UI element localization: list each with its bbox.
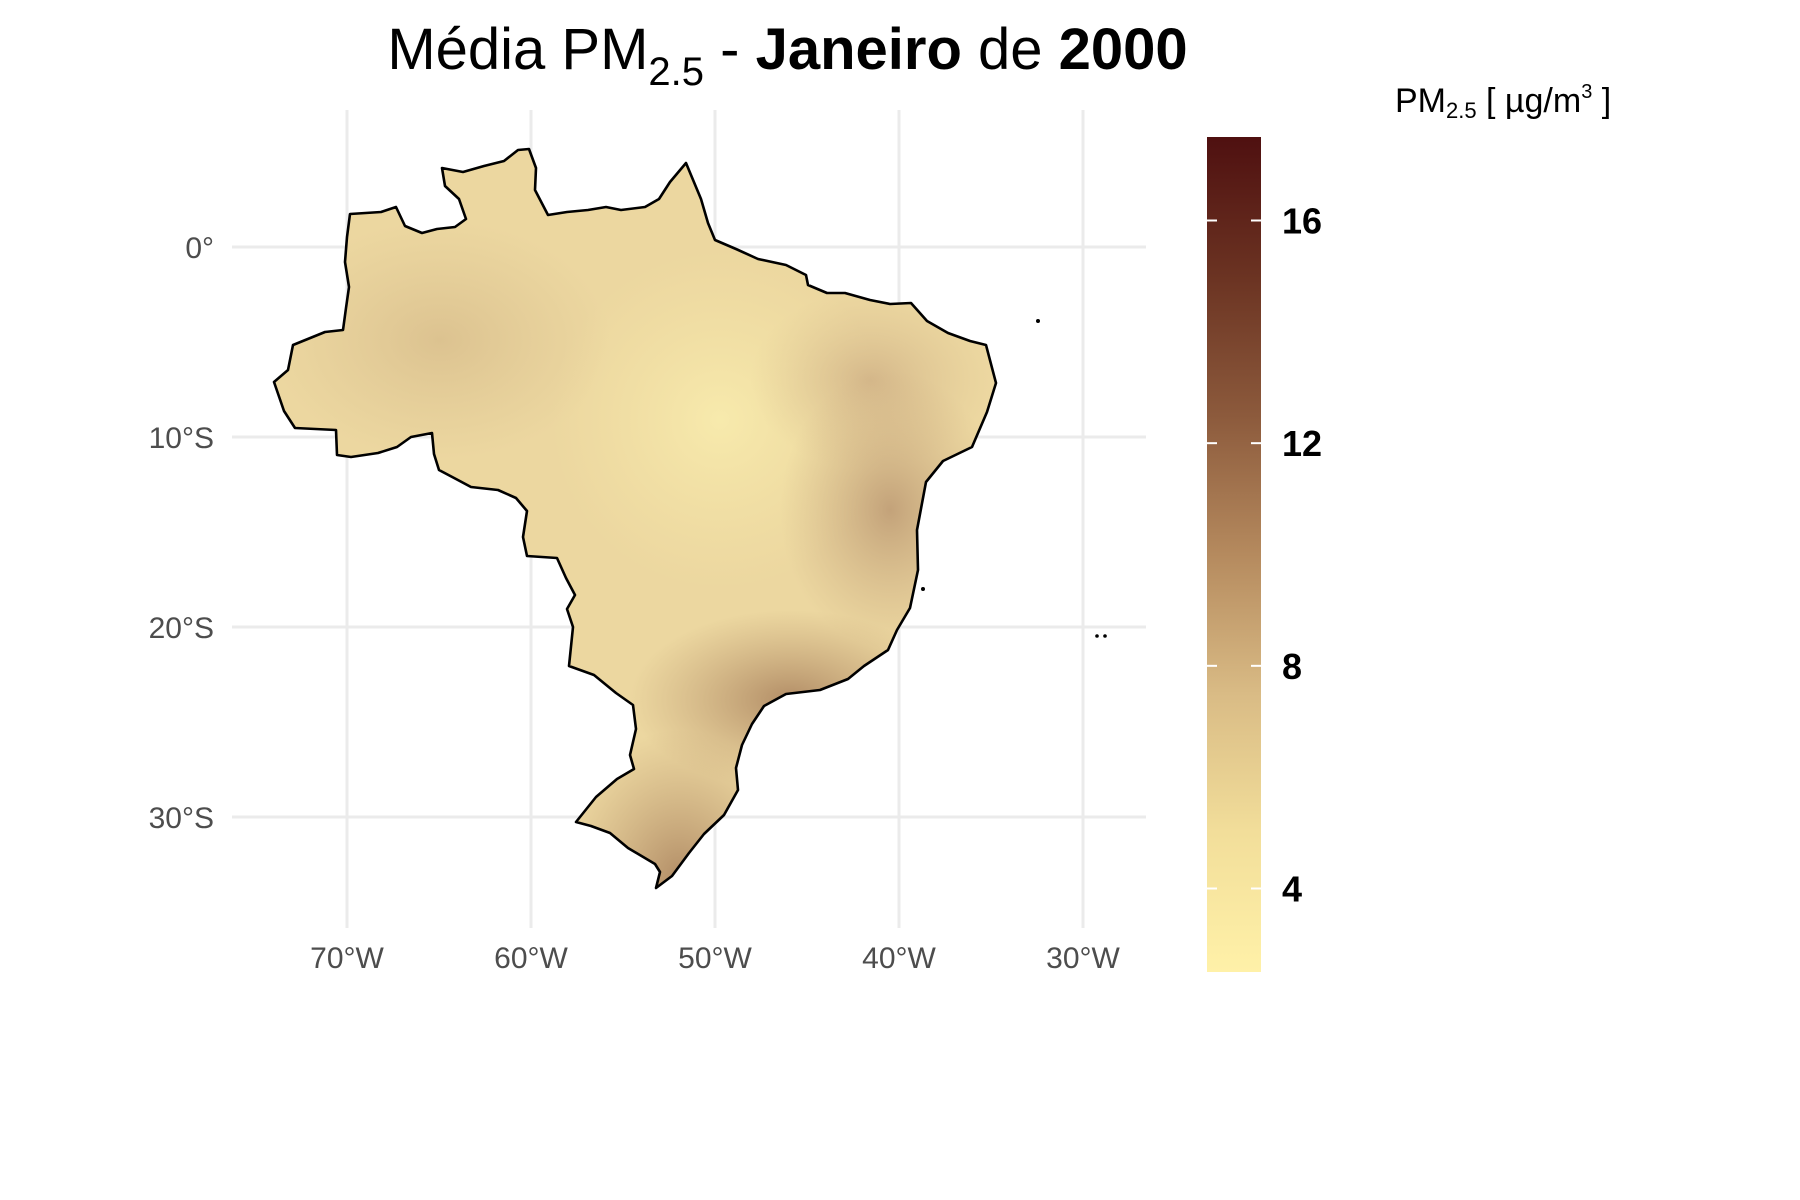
heat-east-coast	[780, 370, 996, 650]
map-title: Média PM2.5 - Janeiro de 2000	[387, 17, 1188, 94]
lon-tick-label: 40°W	[862, 942, 936, 975]
lon-tick-label: 50°W	[678, 942, 752, 975]
latitude-axis-labels: 0° 10°S 20°S 30°S	[149, 232, 214, 835]
lon-tick-label: 30°W	[1046, 942, 1120, 975]
island-fernando-de-noronha	[1036, 319, 1040, 323]
heat-south-parana	[560, 730, 800, 888]
island-abrolhos	[921, 587, 925, 591]
legend-tick-label: 4	[1282, 869, 1302, 910]
legend-tick-label: 8	[1282, 646, 1302, 687]
lon-tick-label: 60°W	[494, 942, 568, 975]
brazil-map	[272, 147, 1107, 890]
heat-northwest	[274, 220, 610, 460]
color-legend: 4 8 12 16	[1207, 137, 1322, 972]
legend-title: PM2.5 [ µg/m3 ]	[1395, 81, 1612, 123]
legend-tick-label: 16	[1282, 201, 1322, 242]
legend-colorbar	[1207, 137, 1261, 972]
longitude-axis-labels: 70°W 60°W 50°W 40°W 30°W	[310, 942, 1120, 975]
lat-tick-label: 10°S	[149, 422, 214, 455]
brazil-outline	[272, 147, 998, 890]
legend-tick-label: 12	[1282, 423, 1322, 464]
lat-tick-label: 20°S	[149, 612, 214, 645]
island-martim-vaz	[1103, 634, 1107, 638]
lat-tick-label: 30°S	[149, 802, 214, 835]
lon-tick-label: 70°W	[310, 942, 384, 975]
lat-tick-label: 0°	[185, 232, 214, 265]
island-trindade	[1095, 634, 1099, 638]
legend-ticks: 4 8 12 16	[1207, 201, 1322, 910]
